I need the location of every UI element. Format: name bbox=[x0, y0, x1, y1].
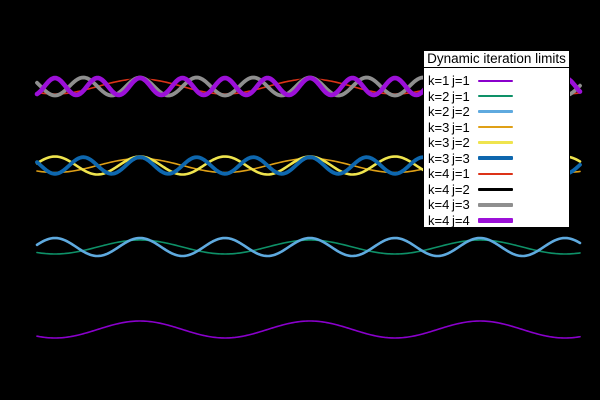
legend-k-label: k=4 bbox=[428, 181, 450, 197]
legend-j-label: j=3 bbox=[452, 197, 470, 213]
legend-j-label: j=1 bbox=[452, 88, 470, 104]
legend-j-label: j=1 bbox=[452, 166, 470, 182]
legend-entry-k1-j1: k=1 j=1 bbox=[424, 73, 569, 89]
legend-k-label: k=4 bbox=[428, 212, 450, 228]
legend-entry-k4-j3: k=4 j=3 bbox=[424, 197, 569, 213]
legend-k-label: k=3 bbox=[428, 150, 450, 166]
legend-entry-k3-j3: k=3 j=3 bbox=[424, 151, 569, 167]
curve-k2-j2 bbox=[35, 236, 582, 258]
legend-line-swatch bbox=[478, 187, 513, 191]
legend-j-label: j=1 bbox=[452, 119, 470, 135]
legend-k-label: k=4 bbox=[428, 197, 450, 213]
legend-j-label: j=4 bbox=[452, 212, 470, 228]
legend-j-label: j=2 bbox=[452, 135, 470, 151]
legend-k-label: k=2 bbox=[428, 104, 450, 120]
legend-j-label: j=2 bbox=[452, 104, 470, 120]
legend-j-label: j=3 bbox=[452, 150, 470, 166]
legend-entry-k3-j2: k=3 j=2 bbox=[424, 135, 569, 151]
legend-k-label: k=2 bbox=[428, 88, 450, 104]
legend-line-swatch bbox=[478, 202, 513, 207]
legend-line-swatch bbox=[478, 172, 513, 175]
legend-k-label: k=3 bbox=[428, 119, 450, 135]
legend-line-swatch bbox=[478, 217, 513, 223]
legend-entry-k3-j1: k=3 j=1 bbox=[424, 120, 569, 136]
legend-entry-k4-j1: k=4 j=1 bbox=[424, 166, 569, 182]
chart-legend: Dynamic iteration limits k=1 j=1 k=2 j=1 k=2… bbox=[423, 50, 570, 228]
legend-entry-k4-j4: k=4 j=4 bbox=[424, 213, 569, 229]
legend-line-swatch bbox=[478, 141, 513, 145]
legend-entry-k2-j1: k=2 j=1 bbox=[424, 89, 569, 105]
legend-k-label: k=1 bbox=[428, 73, 450, 89]
legend-entry-k4-j2: k=4 j=2 bbox=[424, 182, 569, 198]
legend-entry-k2-j2: k=2 j=2 bbox=[424, 104, 569, 120]
legend-j-label: j=1 bbox=[452, 73, 470, 89]
legend-entries: k=1 j=1 k=2 j=1 k=2 j=2 k=3 j=1 k=3 j=2 k=3 j=3 k=4 j… bbox=[424, 68, 569, 228]
legend-k-label: k=4 bbox=[428, 166, 450, 182]
legend-title: Dynamic iteration limits bbox=[424, 51, 569, 68]
curve-k1-j1 bbox=[36, 320, 581, 339]
legend-line-swatch bbox=[478, 110, 513, 114]
legend-line-swatch bbox=[478, 126, 513, 129]
legend-line-swatch bbox=[478, 156, 513, 161]
legend-k-label: k=3 bbox=[428, 135, 450, 151]
legend-line-swatch bbox=[478, 95, 513, 98]
legend-j-label: j=2 bbox=[452, 181, 470, 197]
legend-line-swatch bbox=[478, 79, 513, 82]
